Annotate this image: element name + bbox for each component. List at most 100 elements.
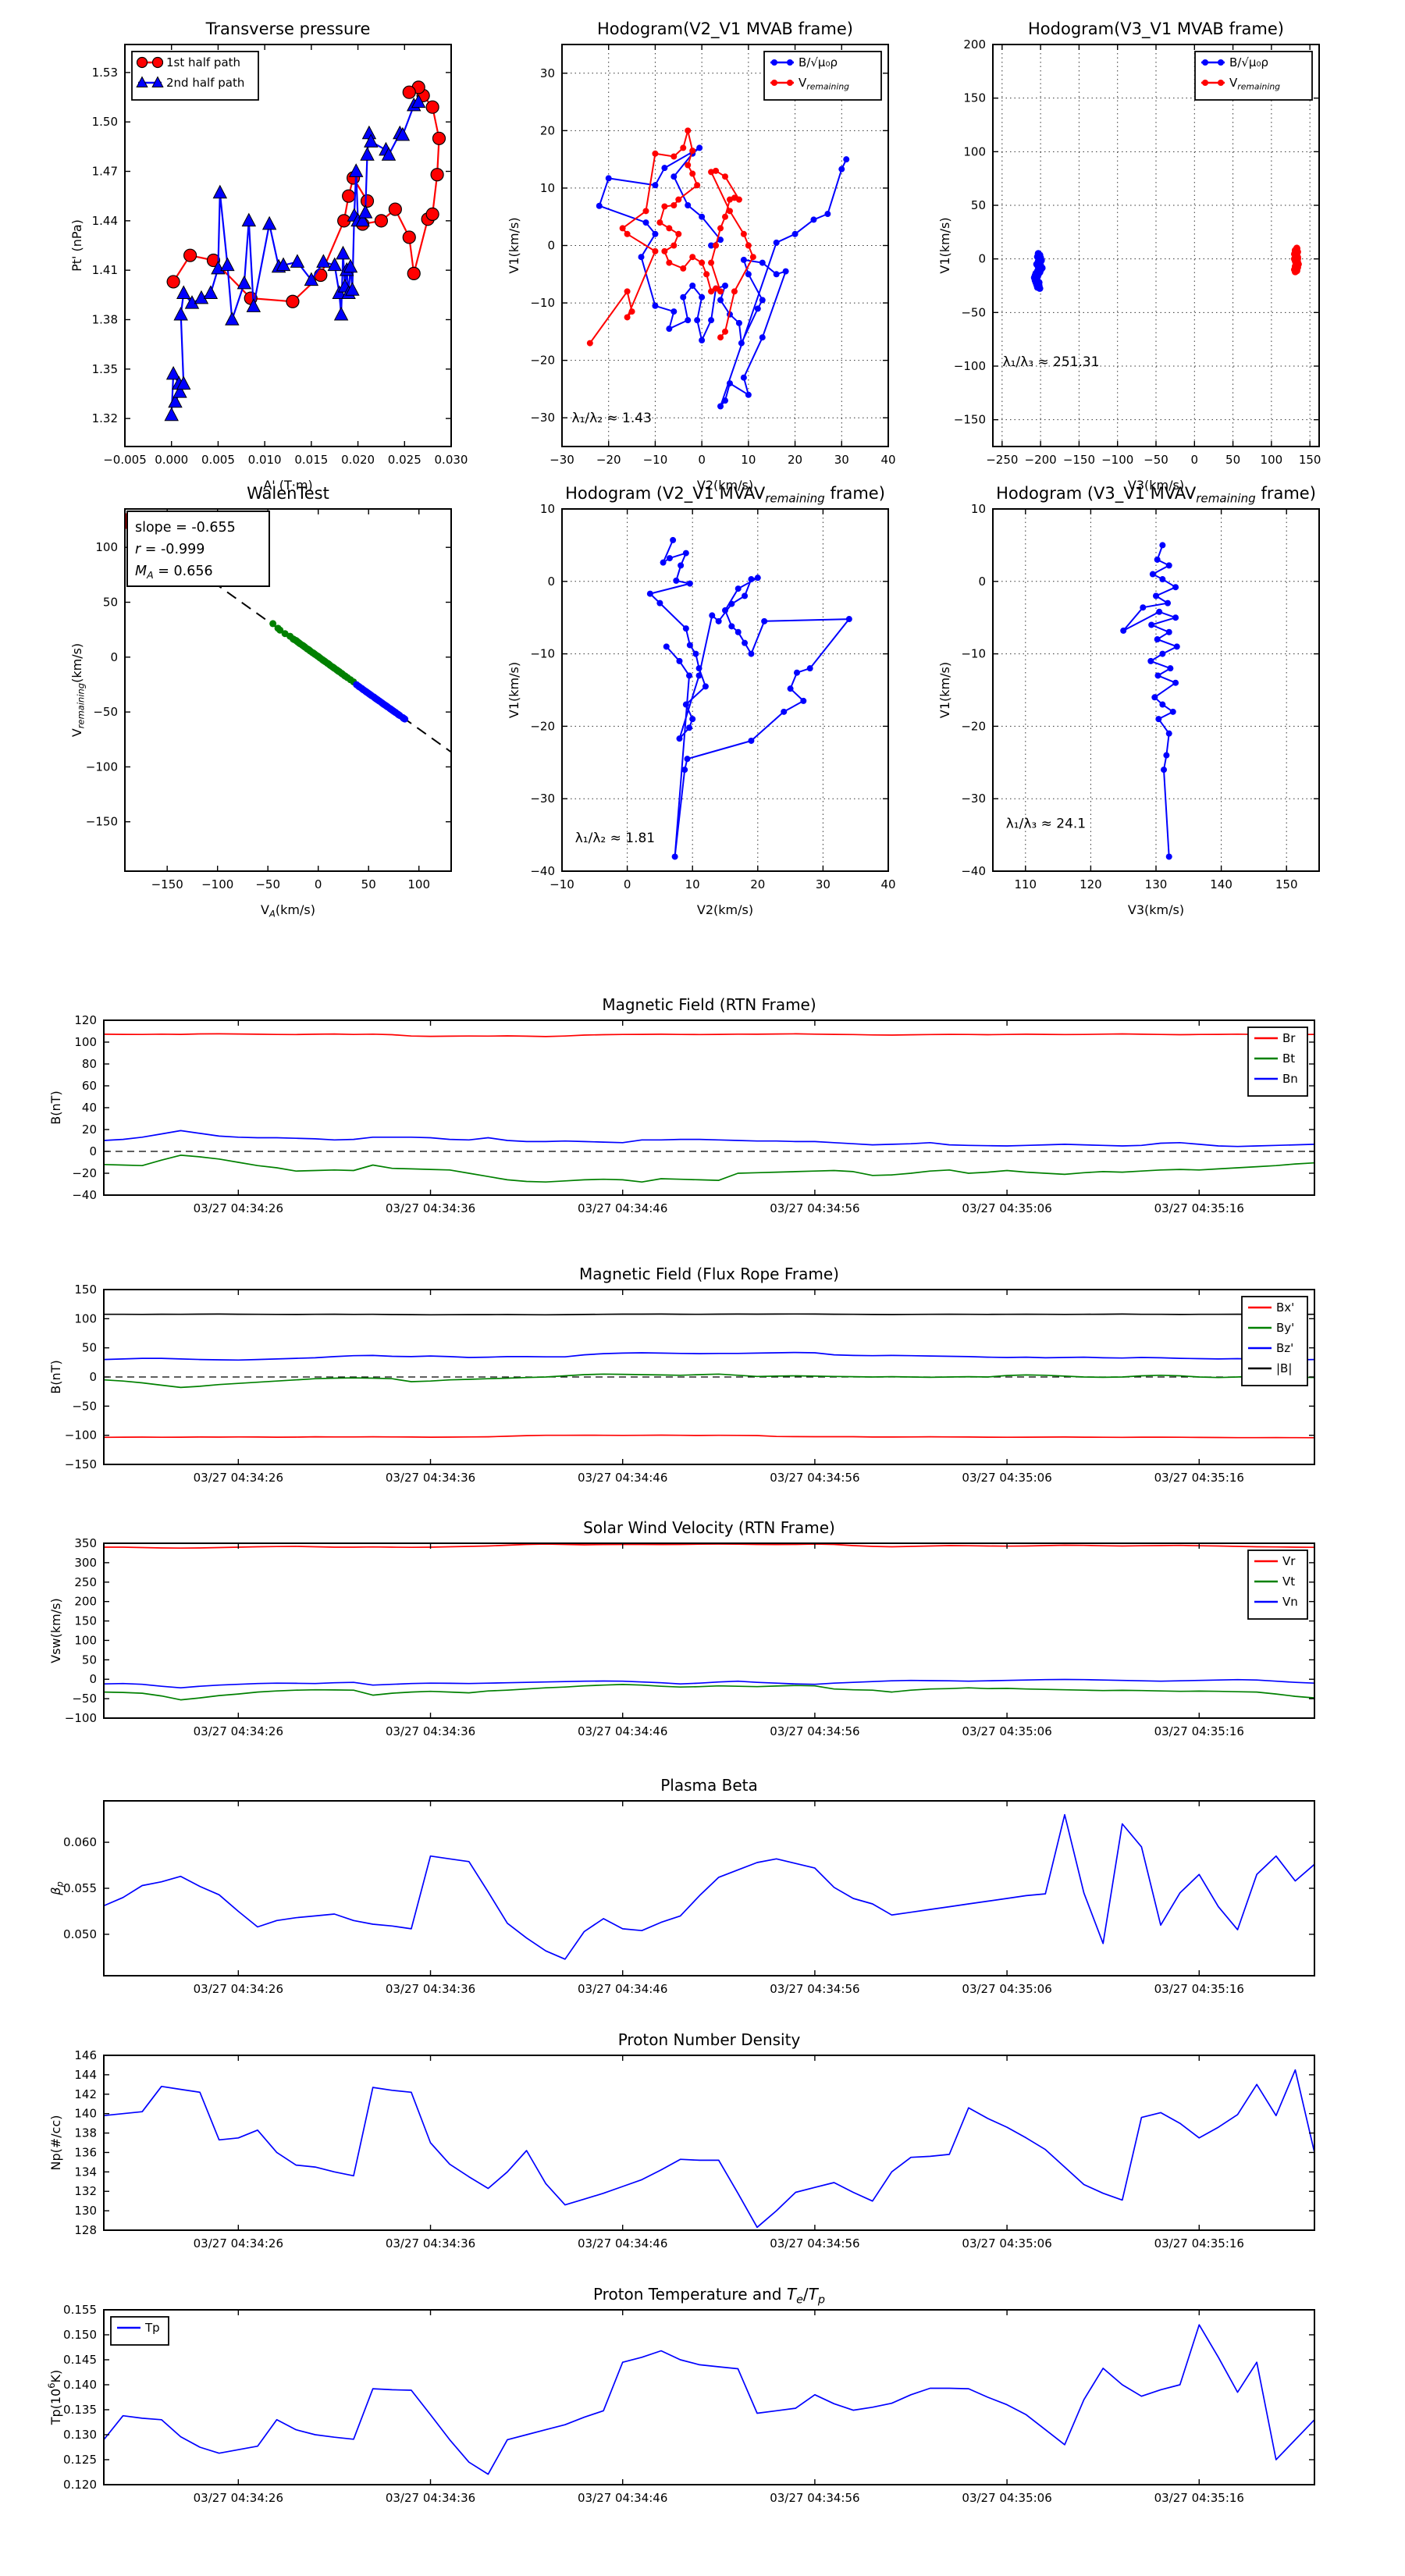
stats-line: r = -0.999 xyxy=(135,542,205,557)
x-tick-label: 03/27 04:34:26 xyxy=(194,1471,283,1485)
y-tick-label: 40 xyxy=(82,1101,97,1115)
series-Vr xyxy=(104,1543,1315,1550)
legend-label: Bt xyxy=(1282,1051,1295,1066)
y-tick-label: 0 xyxy=(547,239,555,253)
y-tick-label: −20 xyxy=(72,1166,97,1180)
x-tick-label: 40 xyxy=(880,877,895,891)
y-tick-label: 0.135 xyxy=(63,2403,97,2417)
series-1st-half-path xyxy=(173,86,440,303)
y-tick-label: 120 xyxy=(74,1013,97,1027)
x-tick-label: 0.005 xyxy=(201,453,235,467)
y-tick-label: 132 xyxy=(74,2184,97,2198)
series-B-alfven xyxy=(598,147,848,407)
y-tick-label: −10 xyxy=(961,647,986,661)
panel-hodogram-v3v1-mvav: 110 120 130 140 150 −40 −30 −20 −10 0 10 Hodogram (… xyxy=(937,484,1320,917)
x-tick-label: 03/27 04:35:06 xyxy=(962,1724,1051,1738)
y-tick-label: 0.140 xyxy=(63,2378,97,2392)
legend-label: |B| xyxy=(1276,1361,1292,1375)
x-tick-label: 50 xyxy=(1225,453,1240,467)
y-tick-label: 140 xyxy=(74,2107,97,2121)
legend-box xyxy=(110,2316,169,2346)
panel-title: Proton Number Density xyxy=(618,2030,801,2049)
x-tick-label: 03/27 04:35:16 xyxy=(1154,1201,1244,1215)
panel-solar-wind-velocity: 03/27 04:34:26 03/27 04:34:36 03/27 04:34:… xyxy=(48,1518,1315,1738)
series-beta-p xyxy=(103,1813,1315,1960)
x-tick-label: −20 xyxy=(596,453,621,467)
x-tick-label: 10 xyxy=(685,877,700,891)
y-tick-label: 50 xyxy=(82,1341,97,1355)
x-tick-label: −200 xyxy=(1025,453,1057,467)
y-axis-label: V1(km/s) xyxy=(937,662,952,718)
panel-walen-test: −150 −100 −50 0 50 100 −150 −100 −50 0 50 100 WalenT… xyxy=(69,484,452,920)
x-tick-label: 30 xyxy=(834,453,849,467)
series-Br xyxy=(103,1033,1315,1037)
y-axis-label: βp xyxy=(48,1881,66,1896)
legend-label: Br xyxy=(1282,1031,1296,1045)
y-tick-label: 30 xyxy=(540,66,555,80)
y-axis-label: V1(km/s) xyxy=(507,662,521,718)
series-Vt xyxy=(103,1684,1315,1701)
legend-box xyxy=(1241,1296,1308,1386)
y-tick-label: 50 xyxy=(971,198,986,212)
panel-title: Proton Temperature and Te/Tp xyxy=(593,2285,825,2306)
y-tick-label: 0.050 xyxy=(63,1927,97,1941)
y-tick-label: −100 xyxy=(65,1711,97,1725)
x-tick-label: 0 xyxy=(1191,453,1199,467)
y-tick-label: −100 xyxy=(86,760,118,774)
x-tick-label: 0 xyxy=(624,877,631,891)
y-tick-label: 80 xyxy=(82,1057,97,1071)
legend-label: Bz' xyxy=(1276,1341,1293,1355)
panel-title: Hodogram (V2_V1 MVAVremaining frame) xyxy=(565,484,885,506)
y-tick-label: 1.41 xyxy=(92,263,118,277)
series-Np xyxy=(103,2069,1315,2229)
x-tick-label: 03/27 04:34:26 xyxy=(194,2491,283,2505)
panel-title: Magnetic Field (Flux Rope Frame) xyxy=(579,1265,839,1283)
y-tick-label: 0 xyxy=(978,575,986,589)
x-axis-label: V2(km/s) xyxy=(697,478,753,493)
x-tick-label: 0.025 xyxy=(388,453,422,467)
y-tick-label: 1.44 xyxy=(92,214,118,228)
y-tick-label: 10 xyxy=(971,502,986,516)
series-Bz-prime xyxy=(103,1351,1315,1361)
y-tick-label: 150 xyxy=(74,1283,97,1297)
panel-title: Transverse pressure xyxy=(205,20,371,38)
panel-title: Plasma Beta xyxy=(660,1776,758,1795)
y-tick-label: −40 xyxy=(961,864,986,878)
axes-frame xyxy=(103,1800,1315,1976)
x-tick-label: 120 xyxy=(1080,877,1102,891)
x-tick-label: 0 xyxy=(315,877,322,891)
x-tick-label: 03/27 04:35:16 xyxy=(1154,2491,1244,2505)
legend-label: Tp xyxy=(144,2321,160,2335)
panel-proton-number-density: 03/27 04:34:26 03/27 04:34:36 03/27 04:34:… xyxy=(48,2030,1315,2250)
panel-title: WalenTest xyxy=(247,484,329,503)
x-tick-label: −50 xyxy=(1144,453,1168,467)
legend-label: B/√μ₀ρ xyxy=(1229,55,1268,69)
x-tick-label: 03/27 04:34:56 xyxy=(770,1201,859,1215)
series-Bt xyxy=(103,1155,1315,1183)
x-tick-label: 03/27 04:34:46 xyxy=(578,2491,667,2505)
y-tick-label: 60 xyxy=(82,1079,97,1093)
x-tick-label: 03/27 04:35:16 xyxy=(1154,2236,1244,2250)
y-tick-label: 0 xyxy=(89,1672,97,1686)
y-tick-label: 0.155 xyxy=(63,2303,97,2317)
y-tick-label: 200 xyxy=(74,1595,97,1609)
y-tick-label: 1.47 xyxy=(92,165,118,179)
y-tick-label: 150 xyxy=(74,1614,97,1628)
x-axis-label: V3(km/s) xyxy=(1128,902,1184,917)
panel-title: Hodogram(V2_V1 MVAB frame) xyxy=(597,20,853,39)
y-tick-label: 10 xyxy=(540,181,555,195)
panel-hodogram-v2v1-mvav: −10 0 10 20 30 40 −40 −30 −20 −10 0 10 Hodogram (V2_… xyxy=(507,484,896,917)
x-tick-label: 03/27 04:34:26 xyxy=(194,1982,283,1996)
y-tick-label: −40 xyxy=(530,864,555,878)
y-axis-label: Vsw(km/s) xyxy=(48,1598,63,1663)
x-tick-label: 03/27 04:35:06 xyxy=(962,1982,1051,1996)
y-axis-label: Pt' (nPa) xyxy=(69,219,84,272)
axes-frame xyxy=(103,1542,1315,1719)
y-tick-label: 50 xyxy=(103,596,118,610)
x-tick-label: −100 xyxy=(201,877,233,891)
stats-line: MA = 0.656 xyxy=(135,564,213,581)
x-tick-label: 03/27 04:35:16 xyxy=(1154,1724,1244,1738)
y-tick-label: 0 xyxy=(547,575,555,589)
series-v-hodogram xyxy=(649,539,850,858)
y-tick-label: 20 xyxy=(540,123,555,137)
